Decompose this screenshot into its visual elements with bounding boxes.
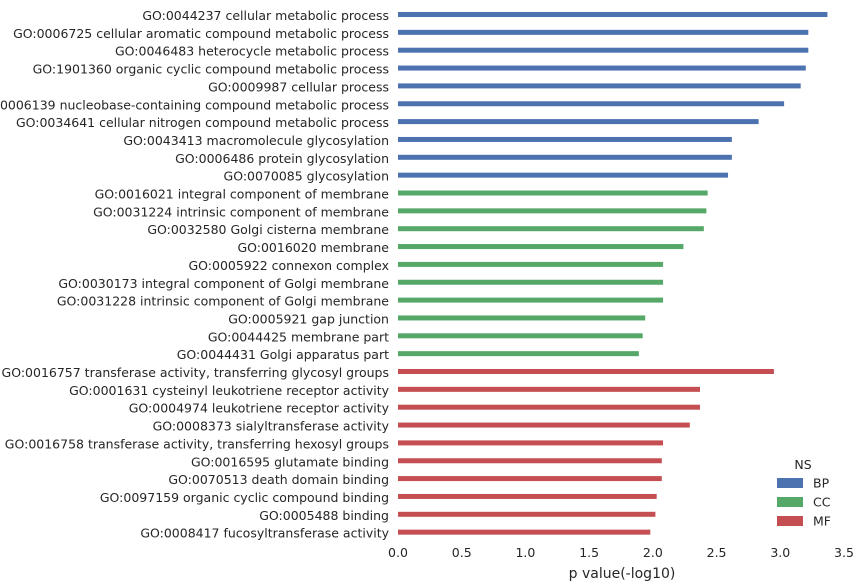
category-label: GO:0006725 cellular aromatic compound me…	[13, 26, 389, 41]
category-label: GO:0044431 Golgi apparatus part	[177, 347, 389, 362]
category-label: GO:0008417 fucosyltransferase activity	[140, 526, 389, 541]
category-label: GO:0016757 transferase activity, transfe…	[2, 365, 389, 380]
bar-cc	[398, 190, 708, 196]
x-tick-label: 3.5	[834, 545, 854, 560]
bar-cc	[398, 261, 664, 267]
bar-mf	[398, 458, 662, 464]
bar-mf	[398, 493, 657, 499]
category-label: GO:0070513 death domain binding	[168, 472, 389, 487]
legend-label-bp: BP	[813, 476, 830, 491]
legend-label-mf: MF	[813, 514, 831, 529]
bar-cc	[398, 279, 664, 285]
category-label: GO:0016020 membrane	[237, 240, 389, 255]
legend-swatch-bp	[777, 478, 803, 488]
bar-mf	[398, 386, 701, 392]
category-label: GO:0031224 intrinsic component of membra…	[93, 204, 389, 219]
bar-cc	[398, 208, 707, 214]
category-label: GO:0009987 cellular process	[208, 79, 389, 94]
category-label: GO:0046483 heterocycle metabolic process	[115, 44, 389, 59]
bar-cc	[398, 351, 639, 357]
bar-mf	[398, 369, 774, 374]
category-label: GO:0030173 integral component of Golgi m…	[58, 276, 389, 291]
x-tick-label: 2.0	[643, 545, 663, 560]
bar-bp	[398, 47, 809, 53]
category-label: GO:0005921 gap junction	[228, 311, 389, 326]
category-label: GO:0097159 organic cyclic compound bindi…	[100, 490, 389, 505]
bar-mf	[398, 422, 690, 428]
bar-cc	[398, 315, 646, 321]
bar-bp	[398, 12, 828, 17]
bar-mf	[398, 511, 656, 517]
bar-bp	[398, 154, 732, 160]
category-label: GO:1901360 organic cyclic compound metab…	[33, 62, 389, 77]
category-label: GO:0005488 binding	[259, 508, 389, 523]
bars-layer	[398, 12, 828, 535]
legend-title: NS	[794, 457, 811, 472]
bar-cc	[398, 244, 684, 250]
x-tick-label: 0.0	[388, 545, 408, 560]
bar-bp	[398, 136, 732, 142]
category-label: GO:0032580 Golgi cisterna membrane	[147, 222, 389, 237]
bar-mf	[398, 404, 701, 410]
bar-bp	[398, 83, 801, 89]
category-label: GO:0016758 transferase activity, transfe…	[5, 436, 389, 451]
bar-cc	[398, 226, 704, 232]
bar-bp	[398, 101, 785, 107]
bar-mf	[398, 440, 664, 446]
category-label: GO:0004974 leukotriene receptor activity	[129, 401, 390, 416]
legend: NS BP CC MF	[777, 457, 831, 529]
category-label: GO:0031228 intrinsic component of Golgi …	[57, 294, 389, 309]
category-label: GO:0008373 sialyltransferase activity	[153, 419, 390, 434]
legend-label-cc: CC	[813, 495, 831, 510]
category-label: GO:0034641 cellular nitrogen compound me…	[16, 115, 389, 130]
x-tick-label: 0.5	[452, 545, 472, 560]
category-label: GO:0006139 nucleobase-containing compoun…	[0, 97, 389, 112]
bar-bp	[398, 119, 759, 125]
bar-bp	[398, 172, 729, 178]
x-tick-label: 3.0	[770, 545, 790, 560]
legend-swatch-mf	[777, 516, 803, 526]
category-label: GO:0043413 macromolecule glycosylation	[123, 133, 389, 148]
bar-cc	[398, 297, 664, 303]
category-label: GO:0001631 cysteinyl leukotriene recepto…	[69, 383, 389, 398]
category-label: GO:0016595 glutamate binding	[191, 454, 389, 469]
bar-bp	[398, 65, 806, 71]
category-label: GO:0044425 membrane part	[208, 329, 389, 344]
x-tick-label: 1.0	[515, 545, 535, 560]
x-axis-title: p value(-log10)	[569, 566, 676, 582]
category-label: GO:0044237 cellular metabolic process	[142, 8, 389, 23]
bar-cc	[398, 333, 643, 339]
category-label: GO:0016021 integral component of membran…	[95, 187, 390, 202]
x-tick-label: 1.5	[579, 545, 599, 560]
category-label: GO:0005922 connexon complex	[188, 258, 389, 273]
category-label: GO:0006486 protein glycosylation	[175, 151, 389, 166]
legend-swatch-cc	[777, 497, 803, 507]
category-label: GO:0070085 glycosylation	[224, 169, 389, 184]
bar-mf	[398, 476, 662, 482]
category-labels: GO:0044237 cellular metabolic process GO:…	[0, 8, 390, 541]
x-axis: 0.0 0.5 1.0 1.5 2.0 2.5 3.0 3.5	[388, 545, 854, 560]
bar-mf	[398, 529, 651, 535]
x-tick-label: 2.5	[707, 545, 727, 560]
bar-bp	[398, 29, 809, 35]
